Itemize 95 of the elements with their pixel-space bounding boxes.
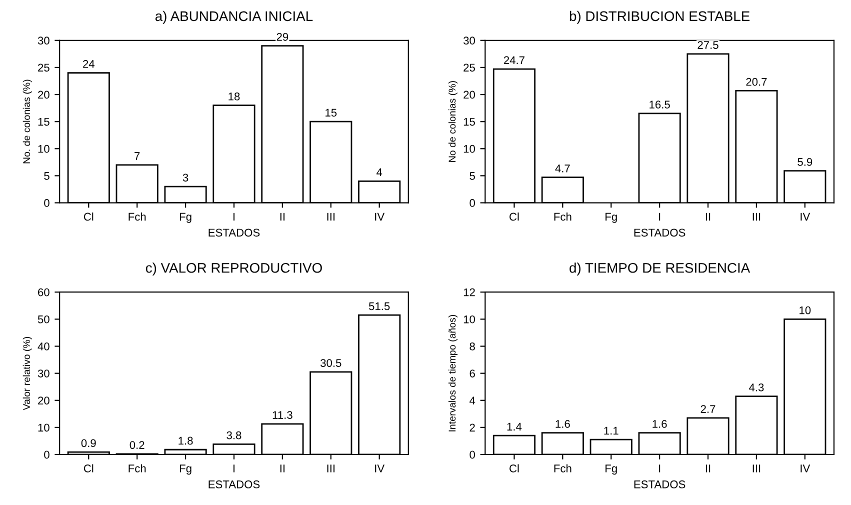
x-tick-label: II	[280, 212, 284, 221]
x-tick-label: Fch	[554, 212, 572, 221]
y-tick-label: 0	[470, 450, 475, 459]
data-label: 51.5	[368, 302, 390, 310]
data-label: 18	[228, 92, 240, 100]
y-tick-label: 50	[38, 315, 50, 324]
data-label: 16.5	[650, 100, 670, 109]
y-tick-label: 0	[470, 199, 475, 207]
x-tick-label: III	[752, 464, 760, 472]
y-tick-label: 0	[44, 199, 50, 207]
y-tick-label: 30	[38, 370, 50, 378]
data-label: 2.7	[700, 405, 716, 413]
data-label: 1.6	[556, 420, 570, 428]
x-tick-label: Cl	[510, 212, 519, 221]
x-tick-label: IV	[375, 464, 385, 472]
data-label: 15	[326, 108, 337, 117]
x-axis-title: ESTADOS	[208, 228, 260, 237]
x-tick-label: I	[233, 212, 235, 221]
chart-title: c) VALOR REPRODUCTIVO	[146, 262, 322, 276]
data-label: 1.6	[652, 420, 667, 428]
y-axis-title: Intervalos de tiempo (años)	[448, 315, 458, 432]
y-tick-label: 20	[38, 396, 50, 405]
data-label: 5.9	[798, 158, 812, 166]
x-tick-label: IV	[375, 212, 385, 221]
x-tick-label: III	[327, 212, 334, 221]
chart-title: a) ABUNDANCIA INICIAL	[155, 10, 313, 24]
x-tick-label: Fg	[180, 212, 192, 223]
x-tick-label: II	[706, 212, 710, 221]
y-tick-label: 10	[38, 424, 50, 432]
data-label: 7	[134, 152, 140, 160]
y-tick-label: 5	[470, 172, 475, 180]
x-tick-label: III	[327, 464, 334, 472]
data-label: 1.1	[604, 426, 618, 435]
x-tick-label: IV	[800, 464, 810, 472]
y-tick-label: 25	[38, 64, 50, 72]
y-tick-label: 30	[38, 36, 50, 45]
data-label: 10	[800, 306, 811, 314]
data-label: 4.3	[748, 383, 764, 392]
y-tick-label: 12	[464, 288, 475, 296]
x-tick-label: Fch	[554, 464, 572, 472]
y-tick-label: 6	[470, 370, 475, 378]
y-tick-label: 25	[464, 64, 475, 72]
y-tick-label: 5	[44, 172, 50, 180]
y-tick-label: 20	[464, 90, 475, 99]
x-tick-label: Fg	[606, 464, 617, 475]
y-tick-label: 8	[470, 342, 475, 350]
y-axis-title: No. de colonias (%)	[22, 80, 32, 164]
data-label: 0.9	[81, 439, 96, 448]
x-tick-label: II	[706, 464, 710, 472]
chart-title: d) TIEMPO DE RESIDENCIA	[570, 262, 750, 276]
data-label: 30.5	[320, 359, 342, 367]
y-tick-label: 0	[44, 450, 50, 459]
x-tick-label: III	[752, 212, 760, 221]
y-tick-label: 20	[38, 90, 50, 99]
y-tick-label: 15	[38, 118, 50, 126]
data-label: 0.2	[130, 441, 144, 449]
y-tick-label: 30	[463, 36, 475, 45]
x-tick-label: Fch	[128, 212, 146, 221]
data-label: 29	[276, 32, 288, 41]
data-label: 24	[83, 60, 94, 68]
y-tick-label: 4	[470, 396, 476, 404]
data-label: 1.4	[507, 422, 522, 430]
x-tick-label: Cl	[84, 464, 94, 472]
data-label: 4.7	[555, 164, 570, 172]
y-tick-label: 15	[464, 118, 475, 126]
x-tick-label: I	[659, 464, 660, 472]
y-tick-label: 10	[464, 315, 475, 324]
y-axis-title: No de colonias (%)	[448, 81, 458, 162]
data-label: 24.7	[504, 56, 524, 64]
y-tick-label: 10	[38, 144, 50, 153]
x-axis-title: ESTADOS	[634, 480, 686, 488]
x-tick-label: I	[233, 464, 235, 472]
chart-title: b) DISTRIBUCION ESTABLE	[570, 10, 750, 24]
x-tick-label: Fch	[128, 464, 146, 472]
y-tick-label: 10	[464, 144, 475, 153]
x-axis-title: ESTADOS	[634, 228, 686, 237]
x-tick-label: Cl	[84, 212, 94, 221]
y-axis-title: Valor relativo (%)	[22, 336, 32, 410]
x-tick-label: Fg	[606, 212, 617, 223]
y-tick-label: 60	[38, 288, 50, 296]
data-label: 4	[376, 168, 382, 176]
x-tick-label: Cl	[510, 464, 519, 472]
x-axis-title: ESTADOS	[208, 480, 260, 488]
x-tick-label: I	[659, 212, 660, 221]
y-tick-label: 40	[38, 342, 50, 350]
data-label: 20.7	[746, 78, 767, 86]
data-label: 1.8	[178, 436, 193, 445]
data-label: 11.3	[272, 411, 292, 419]
data-label: 3.8	[226, 431, 242, 440]
y-tick-label: 2	[470, 424, 475, 432]
data-label: 27.5	[698, 41, 718, 49]
x-tick-label: IV	[800, 212, 810, 221]
x-tick-label: II	[280, 464, 284, 472]
x-tick-label: Fg	[180, 464, 192, 475]
data-label: 3	[182, 174, 188, 182]
